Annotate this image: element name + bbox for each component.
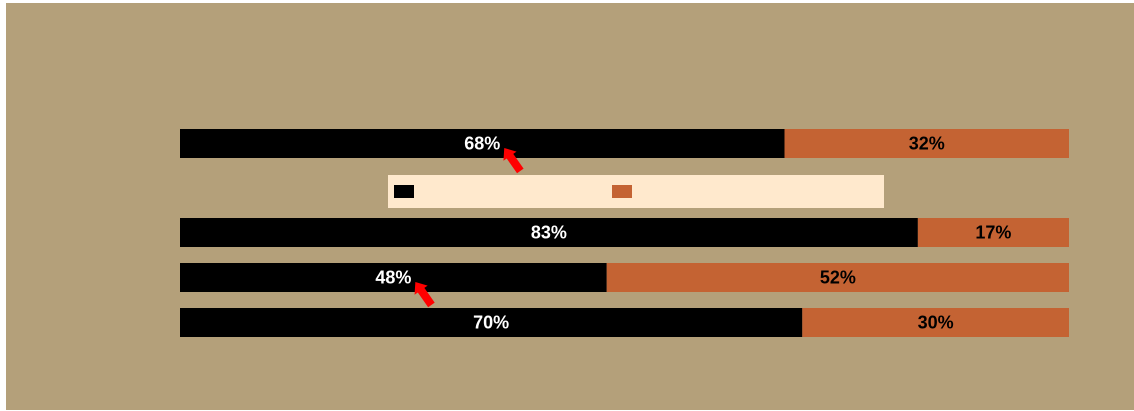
data-label-2-a: 83% (531, 223, 567, 243)
bar-segment-3-b (606, 263, 1069, 292)
bar-row-1: 68% 32% (180, 129, 1069, 158)
bar-row-2: 83% 17% (180, 218, 1069, 247)
bar-segment-2-a (180, 218, 918, 247)
data-label-3-a: 48% (375, 268, 411, 288)
bar-segment-1-a (180, 129, 785, 158)
annotation-arrow-1 (503, 148, 524, 174)
bar-segment-1-b (784, 129, 1069, 158)
legend (388, 175, 884, 208)
arrow-icon (503, 148, 524, 174)
arrow-icon (414, 282, 435, 308)
bar-segment-4-b (802, 308, 1069, 337)
data-label-4-a: 70% (473, 313, 509, 333)
legend-swatch-series-a (394, 185, 414, 198)
chart-panel: 68% 32% 83% 17% 48% 52% 70% 30% (6, 3, 1134, 410)
bar-row-4: 70% 30% (180, 308, 1069, 337)
bar-row-3: 48% 52% (180, 263, 1069, 292)
data-label-3-b: 52% (820, 268, 856, 288)
data-label-1-b: 32% (909, 134, 945, 154)
legend-box (388, 175, 884, 208)
data-label-2-b: 17% (975, 223, 1011, 243)
legend-swatch-series-b (612, 185, 632, 198)
bar-segment-2-b (917, 218, 1069, 247)
data-label-4-b: 30% (918, 313, 954, 333)
bar-segment-3-a (180, 263, 607, 292)
stacked-bar-chart: 68% 32% 83% 17% 48% 52% 70% 30% (6, 3, 1134, 410)
data-label-1-a: 68% (464, 134, 500, 154)
annotation-arrow-3 (414, 282, 435, 308)
bar-segment-4-a (180, 308, 803, 337)
